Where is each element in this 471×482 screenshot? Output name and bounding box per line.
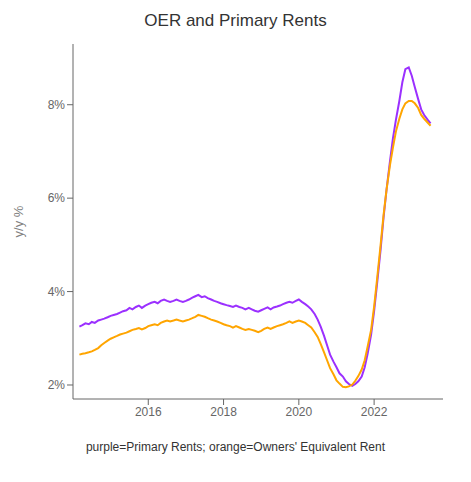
svg-text:2%: 2% (48, 378, 66, 392)
svg-text:2016: 2016 (135, 405, 162, 419)
svg-text:4%: 4% (48, 285, 66, 299)
svg-text:2018: 2018 (210, 405, 237, 419)
svg-text:8%: 8% (48, 98, 66, 112)
svg-text:2022: 2022 (361, 405, 388, 419)
svg-text:6%: 6% (48, 191, 66, 205)
html-text:OER and Primary Rents: OER and Primary Rents (144, 11, 327, 30)
html-text:purple=Primary Rents; orange=O: purple=Primary Rents; orange=Owners' Equ… (85, 440, 385, 454)
svg-text:2020: 2020 (285, 405, 312, 419)
svg-text:y/y %: y/y % (11, 205, 26, 237)
